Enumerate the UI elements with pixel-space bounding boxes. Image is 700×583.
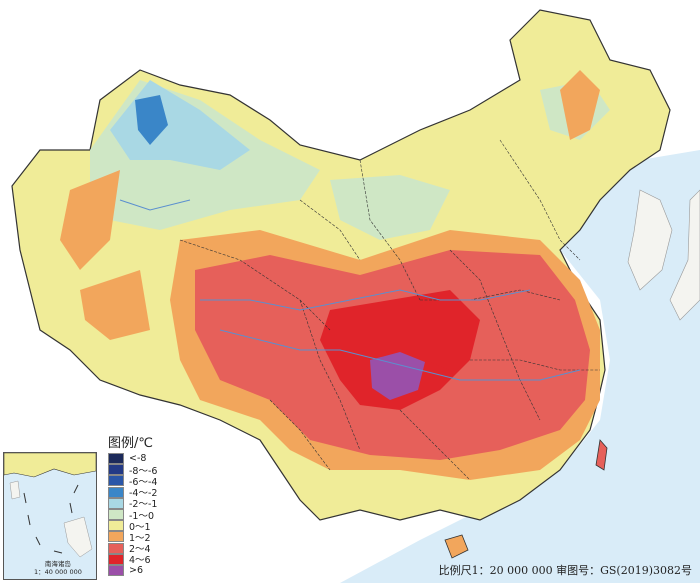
inset-land xyxy=(4,453,96,478)
legend-label: 4～6 xyxy=(129,555,151,567)
legend-label: 1～2 xyxy=(129,532,151,544)
legend-swatch xyxy=(108,453,124,465)
legend: 图例/℃ <-8 -8～-6 -6～-4 -4～-2 -2～-1 -1～0 0～1 1～2 2～… xyxy=(108,432,188,576)
taiwan-island xyxy=(595,439,608,471)
legend-swatch xyxy=(108,509,124,521)
legend-item: 0～1 xyxy=(108,520,188,533)
sea xyxy=(340,150,700,583)
legend-label: -8～-6 xyxy=(129,465,158,477)
legend-item: >6 xyxy=(108,564,188,576)
zone-4-6 xyxy=(420,325,470,370)
legend-swatch xyxy=(108,542,124,554)
scale-text: 比例尺1：20 000 000 审图号：GS(2019)3082号 xyxy=(438,564,692,577)
legend-swatch xyxy=(108,520,124,532)
legend-item: 4～6 xyxy=(108,553,188,567)
rivers xyxy=(119,199,581,381)
legend-label: -4～-2 xyxy=(129,488,158,500)
zone-above-6 xyxy=(370,352,425,400)
inset-label-line1: 南海诸岛 xyxy=(44,560,71,568)
legend-item: -4～-2 xyxy=(108,486,188,500)
legend-item: 1～2 xyxy=(108,531,188,544)
legend-label: 2～4 xyxy=(129,544,151,556)
legend-label: -2～-1 xyxy=(129,499,158,511)
legend-label: -1～0 xyxy=(129,510,155,522)
inset-land xyxy=(63,516,93,558)
legend-item: <-8 xyxy=(108,453,188,465)
legend-swatch xyxy=(108,464,124,476)
zone-minus4-minus2 xyxy=(135,95,168,145)
legend-swatch xyxy=(108,486,124,498)
nine-dash-line xyxy=(23,484,79,554)
legend-item: -6～-4 xyxy=(108,475,188,488)
legend-title: 图例/℃ xyxy=(108,436,153,451)
neighbor-land xyxy=(627,189,673,291)
legend-swatch xyxy=(108,553,124,565)
legend-label: <-8 xyxy=(129,453,147,465)
legend-item: -2～-1 xyxy=(108,497,188,511)
legend-label: 0～1 xyxy=(129,521,151,533)
inset-map xyxy=(4,453,96,558)
zone-minus1-0 xyxy=(330,175,450,240)
legend-swatch xyxy=(108,531,124,543)
province-boundaries xyxy=(179,139,600,481)
legend-item: -1～0 xyxy=(108,509,188,522)
inset-land xyxy=(9,480,21,500)
neighbor-land xyxy=(669,189,700,321)
zone-4-6 xyxy=(320,290,480,410)
legend-items: <-8 -8～-6 -6～-4 -4～-2 -2～-1 -1～0 0～1 1～2 2～4 4～6 >… xyxy=(108,453,188,576)
legend-swatch xyxy=(108,564,124,576)
legend-swatch xyxy=(108,497,124,509)
legend-label: -6～-4 xyxy=(129,476,158,488)
inset-label-line2: 1：40 000 000 xyxy=(34,568,82,576)
zone-1-2 xyxy=(60,170,120,270)
inset-label: 南海诸岛 1：40 000 000 xyxy=(34,560,82,576)
legend-swatch xyxy=(108,475,124,487)
hainan-island xyxy=(444,534,469,559)
south-china-sea-inset: 南海诸岛 1：40 000 000 xyxy=(3,452,97,580)
zone-1-2 xyxy=(560,70,600,140)
legend-item: -8～-6 xyxy=(108,464,188,477)
legend-label: >6 xyxy=(129,564,144,576)
legend-item: 2～4 xyxy=(108,542,188,556)
zone-1-2 xyxy=(80,270,150,340)
